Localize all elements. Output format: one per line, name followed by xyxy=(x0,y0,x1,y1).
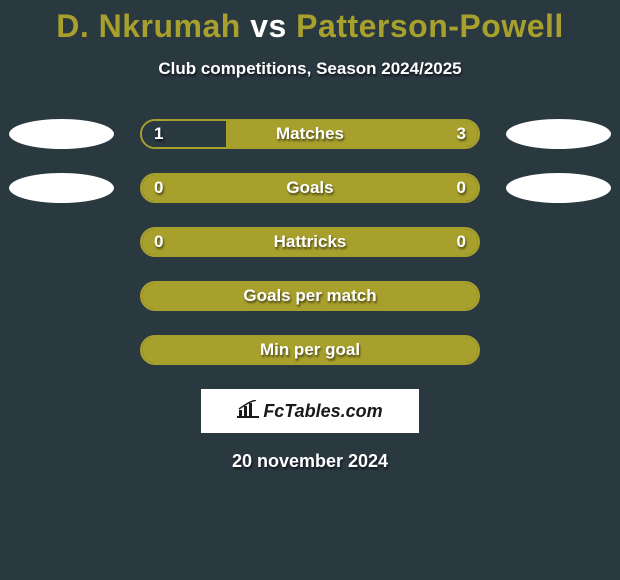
stat-bar: 00Hattricks xyxy=(140,227,480,257)
stat-row: 00Hattricks xyxy=(0,227,620,257)
stat-label: Goals per match xyxy=(142,286,478,306)
logo-text: FcTables.com xyxy=(263,401,382,422)
logo: FcTables.com xyxy=(237,400,382,423)
stat-row: 00Goals xyxy=(0,173,620,203)
stat-row: 13Matches xyxy=(0,119,620,149)
stat-bar: 13Matches xyxy=(140,119,480,149)
club-oval-right xyxy=(506,173,611,203)
stat-label: Goals xyxy=(142,178,478,198)
page-title: D. Nkrumah vs Patterson-Powell xyxy=(0,8,620,45)
spacer xyxy=(9,335,114,365)
comparison-container: D. Nkrumah vs Patterson-Powell Club comp… xyxy=(0,0,620,472)
stat-label: Hattricks xyxy=(142,232,478,252)
club-oval-right xyxy=(506,119,611,149)
spacer xyxy=(506,335,611,365)
spacer xyxy=(506,281,611,311)
stats-rows: 13Matches 00Goals 00Hattricks Goals per mat… xyxy=(0,119,620,365)
club-oval-left xyxy=(9,173,114,203)
spacer xyxy=(9,281,114,311)
stat-row: Goals per match xyxy=(0,281,620,311)
club-oval-left xyxy=(9,119,114,149)
stat-label: Matches xyxy=(142,124,478,144)
vs-text: vs xyxy=(250,8,287,44)
spacer xyxy=(506,227,611,257)
stat-label: Min per goal xyxy=(142,340,478,360)
stat-bar: 00Goals xyxy=(140,173,480,203)
player2-name: Patterson-Powell xyxy=(296,8,564,44)
player1-name: D. Nkrumah xyxy=(56,8,241,44)
chart-icon xyxy=(237,400,259,423)
date-text: 20 november 2024 xyxy=(0,451,620,472)
stat-bar: Min per goal xyxy=(140,335,480,365)
stat-row: Min per goal xyxy=(0,335,620,365)
logo-box: FcTables.com xyxy=(201,389,419,433)
spacer xyxy=(9,227,114,257)
subtitle: Club competitions, Season 2024/2025 xyxy=(0,59,620,79)
stat-bar: Goals per match xyxy=(140,281,480,311)
